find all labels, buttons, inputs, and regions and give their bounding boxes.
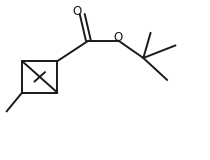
Text: O: O: [72, 5, 82, 18]
Text: O: O: [114, 31, 123, 44]
